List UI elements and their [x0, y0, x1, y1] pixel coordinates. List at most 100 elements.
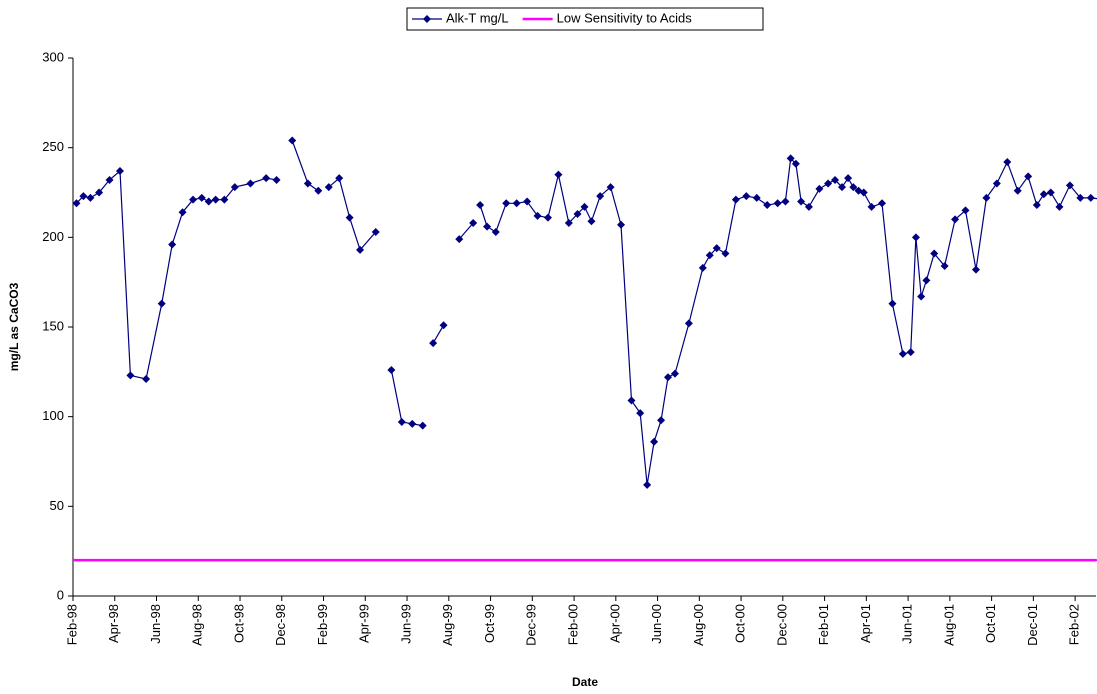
data-point: [1065, 181, 1074, 190]
data-point: [657, 416, 666, 425]
series-line: [76, 140, 1097, 485]
y-tick-label: 200: [42, 229, 64, 244]
legend-marker: [423, 15, 431, 23]
data-point: [911, 233, 920, 242]
data-point: [429, 339, 438, 348]
x-tick-label: Aug-98: [190, 604, 205, 646]
data-point: [512, 199, 521, 208]
data-point: [105, 175, 114, 184]
data-point: [752, 193, 761, 202]
x-tick-label: Apr-99: [357, 604, 372, 643]
x-tick-label: Jun-99: [398, 604, 413, 644]
x-tick-label: Jun-98: [148, 604, 163, 644]
x-tick-label: Aug-00: [691, 604, 706, 646]
data-point: [230, 183, 239, 192]
data-point: [86, 193, 95, 202]
data-point: [189, 195, 198, 204]
data-point: [356, 245, 365, 254]
plot-area: [73, 136, 1097, 562]
data-point: [543, 213, 552, 222]
x-tick-label: Feb-00: [565, 604, 580, 645]
data-point: [606, 183, 615, 192]
x-tick-label: Oct-01: [983, 604, 998, 643]
data-point: [580, 202, 589, 211]
data-point: [867, 202, 876, 211]
data-point: [670, 369, 679, 378]
data-point: [476, 201, 485, 210]
data-point: [888, 299, 897, 308]
data-point: [898, 349, 907, 358]
data-point: [705, 251, 714, 260]
x-tick-label: Oct-00: [733, 604, 748, 643]
data-point: [1024, 172, 1033, 181]
data-point: [197, 193, 206, 202]
data-point: [303, 179, 312, 188]
data-point: [272, 175, 281, 184]
data-point: [773, 199, 782, 208]
data-point: [721, 249, 730, 258]
data-point: [126, 371, 135, 380]
x-tick-label: Oct-98: [231, 604, 246, 643]
data-point: [115, 166, 124, 175]
x-axis-label: Date: [572, 675, 598, 689]
data-point: [636, 409, 645, 418]
data-point: [731, 195, 740, 204]
x-tick-label: Aug-01: [941, 604, 956, 646]
data-point: [439, 321, 448, 330]
data-point: [397, 418, 406, 427]
data-point: [554, 170, 563, 179]
legend: Alk-T mg/L Low Sensitivity to Acids: [406, 7, 764, 31]
data-point: [324, 183, 333, 192]
data-point: [523, 197, 532, 206]
data-point: [627, 396, 636, 405]
data-point: [178, 208, 187, 217]
data-point: [502, 199, 511, 208]
x-tick-label: Dec-01: [1025, 604, 1040, 646]
data-point: [387, 366, 396, 375]
data-point: [573, 210, 582, 219]
legend-label: Alk-T mg/L: [446, 10, 509, 25]
x-tick-label: Apr-01: [858, 604, 873, 643]
data-point: [849, 183, 858, 192]
data-point: [314, 186, 323, 195]
data-point: [142, 375, 151, 384]
data-point: [742, 192, 751, 201]
data-point: [95, 188, 104, 197]
data-point: [698, 263, 707, 272]
data-point: [1046, 188, 1055, 197]
data-point: [246, 179, 255, 188]
data-point: [906, 348, 915, 357]
data-point: [791, 159, 800, 168]
x-tick-label: Feb-02: [1067, 604, 1082, 645]
data-point: [483, 222, 492, 231]
data-point: [804, 202, 813, 211]
data-point: [712, 244, 721, 253]
data-point: [878, 199, 887, 208]
data-point: [786, 154, 795, 163]
x-tick-label: Apr-98: [106, 604, 121, 643]
data-point: [961, 206, 970, 215]
data-point: [73, 199, 81, 208]
data-point: [1086, 193, 1095, 202]
data-point: [1032, 201, 1041, 210]
data-point: [917, 292, 926, 301]
data-point: [533, 211, 542, 220]
data-point: [1055, 202, 1064, 211]
data-point: [1013, 186, 1022, 195]
x-tick-label: Jun-00: [649, 604, 664, 644]
data-point: [168, 240, 177, 249]
data-point: [643, 480, 652, 489]
data-point: [781, 197, 790, 206]
data-point: [831, 175, 840, 184]
x-tick-label: Dec-99: [524, 604, 539, 646]
data-point: [992, 179, 1001, 188]
data-point: [220, 195, 229, 204]
data-point: [211, 195, 220, 204]
legend-box: [406, 7, 764, 31]
data-point: [418, 421, 427, 430]
data-point: [797, 197, 806, 206]
legend-label: Low Sensitivity to Acids: [557, 10, 693, 25]
data-point: [345, 213, 354, 222]
data-point: [288, 136, 297, 145]
